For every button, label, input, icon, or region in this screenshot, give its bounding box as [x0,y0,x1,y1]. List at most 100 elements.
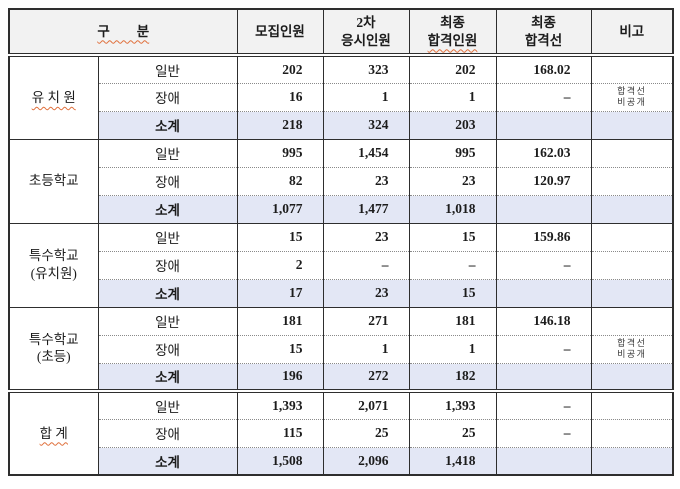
cell-pass: 25 [408,418,496,447]
cell-label: 소계 [97,446,237,475]
group-label: 특수학교 (초등) [28,331,79,365]
group-label-cell: 유 치 원 [8,54,98,139]
cell-recruit: 196 [236,362,323,391]
cell-cutline: 168.02 [495,54,591,83]
cell-second: 323 [322,54,409,83]
cell-recruit: 1,077 [236,194,323,223]
col-header-cutline-line1: 최종 [531,14,556,30]
cell-note [590,222,673,251]
cell-label: 일반 [97,54,237,83]
cell-label: 장애 [97,166,237,195]
cell-note [590,54,673,83]
cell-cutline: – [495,250,591,279]
col-header-final-pass-line2: 합격인원 [427,32,478,48]
table-row: 소계 1,077 1,477 1,018 [9,194,673,223]
col-header-category: 구 분 [8,9,237,57]
cell-pass: 203 [408,110,496,139]
table-row: 장애 15 1 1– 합격선 비공개 [9,334,673,363]
cell-label: 소계 [97,194,237,223]
cell-note [590,306,673,335]
table-row: 장애 115 25 25– [9,418,673,447]
cell-note [590,250,673,279]
cell-second: 1,454 [322,138,409,167]
cell-recruit: 115 [236,418,323,447]
group-label-cell: 초등학교 [8,138,98,223]
group-label-cell: 합 계 [8,389,98,475]
cell-recruit: 202 [236,54,323,83]
cell-second: 272 [322,362,409,391]
cell-pass: 23 [408,166,496,195]
group-label: 특수학교 (유치원) [28,248,79,281]
cell-second: 1 [322,334,409,363]
col-header-second-round-line2: 응시인원 [341,32,391,48]
cell-pass: 1 [408,334,496,363]
cell-label: 장애 [97,250,237,279]
cell-second: 23 [322,222,409,251]
group-label-cell: 특수학교 (초등) [8,306,98,391]
table-header: 구 분 모집인원 2차 응시인원 최종 합격인원 최종 합격선 [8,9,673,57]
cell-pass: 1,418 [408,446,496,475]
cell-label: 소계 [97,278,237,307]
table-body: 유 치 원 일반 202 323 202 168.02 장애 16 1 1– 합격선 비공개 소계 21… [8,54,673,475]
cell-second: 1 [322,82,409,111]
cell-pass: – [408,250,496,279]
cell-cutline [495,194,591,223]
cell-cutline: 146.18 [495,306,591,335]
cell-label: 일반 [97,222,237,251]
group-label-cell: 특수학교 (유치원) [8,222,98,307]
cell-pass: 1 [408,82,496,111]
cell-recruit: 218 [236,110,323,139]
cell-pass: 15 [408,222,496,251]
col-header-note-label: 비고 [619,23,645,39]
cell-note [590,418,673,447]
col-header-second-round: 2차 응시인원 [322,9,409,57]
cell-second: 23 [322,166,409,195]
cell-cutline: 120.97 [495,166,591,195]
cell-pass: 1,393 [408,389,496,419]
cell-label: 소계 [97,110,237,139]
col-header-recruit-label: 모집인원 [255,23,305,39]
group-label: 합 계 [39,425,68,441]
table-row: 초등학교 일반 995 1,454 995 162.03 [8,138,673,223]
cell-pass: 182 [408,362,496,391]
cell-note [590,138,673,167]
col-header-category-label: 구 분 [97,23,150,39]
cell-cutline: – [495,389,591,419]
cell-second: 1,477 [322,194,409,223]
cell-pass: 15 [408,278,496,307]
cell-note [590,446,673,475]
cell-recruit: 15 [236,222,323,251]
results-table: 구 분 모집인원 2차 응시인원 최종 합격인원 최종 합격선 [8,8,674,476]
cell-cutline [495,362,591,391]
cell-recruit: 17 [236,278,323,307]
cell-note [590,389,673,419]
cell-recruit: 2 [236,250,323,279]
cell-label: 일반 [97,138,237,167]
col-header-final-pass: 최종 합격인원 [408,9,496,57]
cell-second: – [322,250,409,279]
cell-recruit: 181 [236,306,323,335]
table-row: 유 치 원 일반 202 323 202 168.02 [8,54,673,139]
cell-cutline: – [495,334,591,363]
cell-note: 합격선 비공개 [590,334,673,363]
cell-note [590,278,673,307]
col-header-second-round-line1: 2차 [356,14,376,30]
col-header-note: 비고 [590,9,673,57]
cell-note [590,110,673,139]
table-row: 합 계 일반 1,393 2,071 1,393– [8,389,673,475]
cell-pass: 181 [408,306,496,335]
cell-recruit: 1,508 [236,446,323,475]
table-row: 특수학교 (유치원) 일반 15 23 15 159.86 [8,222,673,307]
table-row: 장애 16 1 1– 합격선 비공개 [9,82,673,111]
cell-recruit: 16 [236,82,323,111]
col-header-cutline: 최종 합격선 [495,9,591,57]
cell-recruit: 82 [236,166,323,195]
cell-cutline: 162.03 [495,138,591,167]
cell-pass: 995 [408,138,496,167]
group-label: 초등학교 [28,173,79,189]
table-row: 장애 2– – – [9,250,673,279]
cell-cutline: – [495,82,591,111]
cell-label: 장애 [97,418,237,447]
